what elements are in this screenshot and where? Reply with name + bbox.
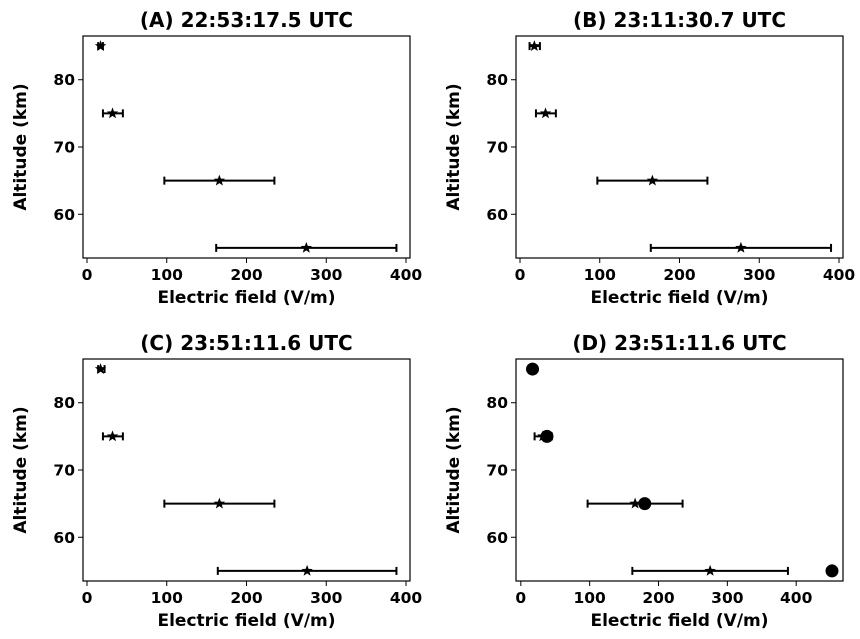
panel-4: (D) 23:51:11.6 UTC 0 100 200 300 400 60 70 80 Ele…	[444, 331, 844, 631]
data-point-star	[106, 107, 119, 119]
data-point-star	[629, 497, 641, 509]
x-tick-label: 0	[515, 589, 526, 607]
data-point-star	[301, 564, 313, 576]
x-tick-label: 0	[82, 589, 93, 607]
data-point-star	[94, 363, 107, 374]
data-point-circle	[540, 429, 554, 443]
plot-frame	[82, 35, 411, 259]
data-point-star	[300, 241, 313, 253]
x-tick-label: 200	[663, 266, 696, 284]
data-point-star	[735, 241, 747, 253]
y-tick-label: 80	[53, 71, 75, 89]
x-axis-label: Electric field (V/m)	[157, 611, 335, 631]
panel-title: (B) 23:11:30.7 UTC	[573, 8, 786, 32]
x-tick-label: 200	[642, 589, 675, 607]
x-tick-label: 200	[230, 266, 263, 284]
x-tick-label: 0	[515, 266, 526, 284]
x-tick-label: 200	[230, 589, 263, 607]
panel-1: (A) 22:53:17.5 UTC 0 100 200 300 400 60 70 80 Ele…	[11, 8, 422, 308]
x-tick-label: 400	[780, 589, 813, 607]
y-axis-label: Altitude (km)	[444, 83, 464, 210]
y-axis-label: Altitude (km)	[11, 406, 31, 533]
data-point-star	[94, 40, 107, 51]
y-tick-label: 70	[486, 462, 508, 480]
data-point-star	[106, 430, 119, 442]
series-1	[94, 40, 398, 253]
series-1	[528, 40, 833, 253]
y-tick-label: 80	[486, 394, 508, 412]
y-tick-label: 60	[53, 206, 75, 224]
data-point-star	[539, 107, 552, 119]
y-tick-label: 70	[486, 139, 508, 157]
series-1	[526, 363, 789, 576]
data-point-circle	[638, 497, 652, 511]
series-2	[526, 362, 839, 578]
y-tick-label: 70	[53, 462, 75, 480]
data-point-star	[528, 40, 541, 51]
y-tick-label: 80	[486, 71, 508, 89]
y-axis-label: Altitude (km)	[444, 406, 464, 533]
x-axis-label: Electric field (V/m)	[590, 611, 768, 631]
y-axis-label: Altitude (km)	[11, 83, 31, 210]
x-tick-label: 400	[390, 266, 423, 284]
data-point-star	[646, 174, 659, 186]
x-tick-label: 100	[573, 589, 606, 607]
data-point-star	[213, 497, 226, 509]
data-point-circle	[526, 362, 540, 376]
x-tick-label: 300	[310, 266, 343, 284]
series-1	[94, 363, 398, 576]
panel-title: (A) 22:53:17.5 UTC	[140, 8, 353, 32]
plot-frame	[515, 35, 844, 259]
panel-title: (D) 23:51:11.6 UTC	[572, 331, 786, 355]
data-point-circle	[825, 564, 839, 578]
y-tick-label: 60	[53, 529, 75, 547]
y-tick-label: 60	[486, 206, 508, 224]
panel-2: (B) 23:11:30.7 UTC 0 100 200 300 400 60 70 80 Ele…	[444, 8, 855, 308]
panel-3: (C) 23:51:11.6 UTC 0 100 200 300 400 60 70 80 Ele…	[11, 331, 422, 631]
x-axis-label: Electric field (V/m)	[590, 288, 768, 308]
data-point-star	[704, 564, 716, 576]
x-tick-label: 300	[711, 589, 744, 607]
y-tick-label: 70	[53, 139, 75, 157]
x-axis-label: Electric field (V/m)	[157, 288, 335, 308]
x-tick-label: 400	[390, 589, 423, 607]
x-tick-label: 100	[584, 266, 617, 284]
x-tick-label: 300	[743, 266, 776, 284]
x-tick-label: 100	[151, 266, 184, 284]
y-tick-label: 80	[53, 394, 75, 412]
data-point-star	[213, 174, 226, 186]
x-tick-label: 100	[151, 589, 184, 607]
panel-title: (C) 23:51:11.6 UTC	[140, 331, 352, 355]
x-tick-label: 300	[310, 589, 343, 607]
y-tick-label: 60	[486, 529, 508, 547]
plot-frame	[515, 358, 844, 582]
x-tick-label: 400	[823, 266, 856, 284]
x-tick-label: 0	[82, 266, 93, 284]
plot-frame	[82, 358, 411, 582]
